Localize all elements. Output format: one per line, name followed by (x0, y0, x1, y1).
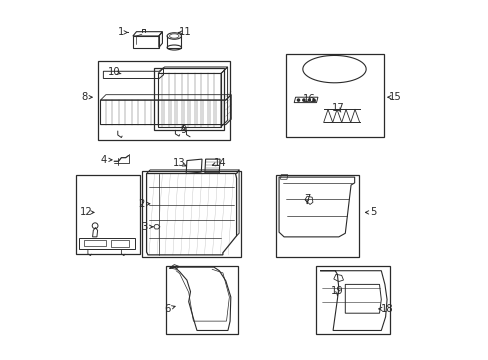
Text: 3: 3 (141, 222, 147, 232)
Text: 17: 17 (331, 103, 344, 113)
Text: 7: 7 (304, 194, 310, 204)
Text: 11: 11 (178, 27, 191, 37)
Text: 6: 6 (163, 304, 170, 314)
Circle shape (312, 99, 314, 101)
Bar (276, 175, 358, 257)
Bar (166, 266, 237, 334)
Text: 12: 12 (80, 207, 92, 217)
Bar (316, 266, 389, 334)
Text: 4: 4 (101, 155, 107, 165)
Bar (98, 61, 230, 140)
Text: 14: 14 (213, 158, 226, 168)
Text: 2: 2 (139, 199, 145, 209)
Text: 18: 18 (380, 304, 392, 314)
Text: 19: 19 (330, 286, 343, 296)
Text: 1: 1 (118, 27, 124, 37)
Circle shape (302, 99, 305, 101)
Text: 9: 9 (180, 125, 186, 135)
Circle shape (297, 99, 299, 101)
Bar (153, 68, 224, 130)
Text: 5: 5 (369, 207, 376, 217)
Circle shape (307, 99, 310, 101)
Bar (142, 171, 241, 257)
Text: 8: 8 (81, 92, 87, 102)
Text: 16: 16 (302, 94, 315, 104)
Bar (285, 54, 383, 137)
Text: 13: 13 (172, 158, 185, 168)
Text: 15: 15 (388, 92, 401, 102)
Text: 10: 10 (108, 67, 120, 77)
Bar (76, 175, 140, 254)
